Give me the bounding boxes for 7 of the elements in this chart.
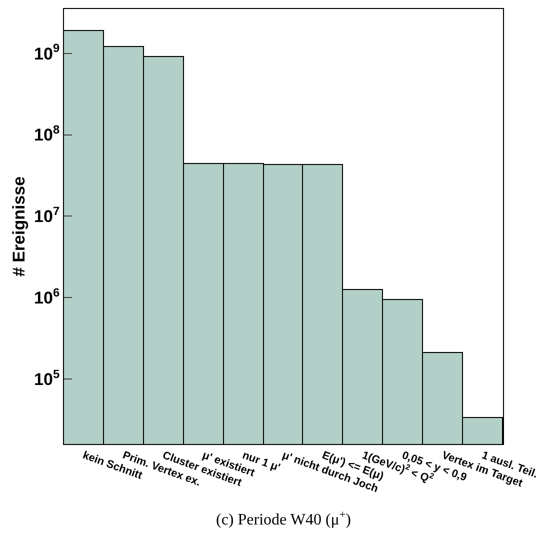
y-tick-label: 10$^{5}$ (34, 366, 60, 390)
y-axis-title: # Ereignisse (10, 176, 29, 277)
y-tick-label: 10$^{8}$ (34, 122, 60, 145)
text: (c) Periode W40 (μ$^{+}$) (216, 509, 351, 529)
y-tick-label: 10$^{7}$ (34, 204, 60, 226)
y-tick-label: 10$^{9}$ (34, 41, 60, 64)
y-tick-label: 10$^{6}$ (34, 286, 60, 308)
